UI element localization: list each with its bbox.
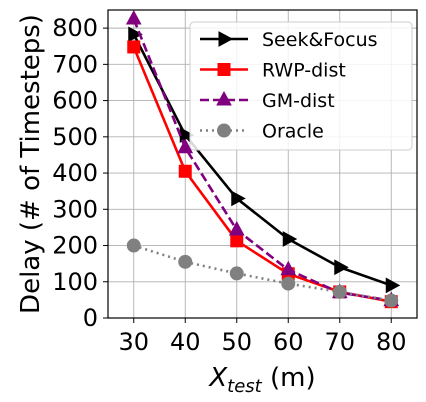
series-lines — [125, 10, 401, 309]
data-point-seek-focus — [128, 26, 143, 43]
data-point-oracle — [229, 266, 244, 281]
series-line-oracle — [133, 244, 392, 302]
x-tick-label: 60 — [273, 328, 304, 356]
legend-marker — [217, 63, 231, 76]
x-axis-label-subscript: test — [227, 376, 263, 397]
series-line-gm-dist — [132, 18, 392, 302]
data-point-gm-dist — [125, 10, 142, 25]
data-point-oracle — [384, 293, 399, 308]
y-tick-label: 700 — [52, 50, 98, 78]
data-point-gm-dist — [177, 138, 194, 154]
data-point-rwp-dist — [178, 164, 192, 178]
data-point-oracle — [332, 284, 347, 299]
data-point-seek-focus — [334, 259, 349, 276]
y-tick-label: 0 — [83, 304, 98, 332]
x-axis-label: Xtest (m) — [207, 363, 315, 397]
legend-item-rwp-dist: RWP-dist — [200, 60, 346, 82]
legend-label: Oracle — [262, 121, 324, 143]
legend-item-gm-dist: GM-dist — [200, 90, 335, 112]
y-tick-label: 100 — [52, 268, 98, 296]
data-point-rwp-dist — [230, 234, 244, 248]
series-line-seek-focus — [132, 33, 392, 287]
y-tick-label: 300 — [52, 195, 98, 223]
y-axis-label: Delay (# of Timesteps) — [16, 14, 46, 314]
x-axis-label-main: X — [207, 363, 228, 393]
x-tick-label: 70 — [324, 328, 355, 356]
y-tick-label: 400 — [52, 159, 98, 187]
data-point-gm-dist — [280, 260, 297, 276]
data-point-seek-focus — [282, 231, 298, 247]
data-point-oracle — [126, 238, 141, 253]
legend: Seek&Focus RWP-dist GM-dist Oracle — [189, 21, 413, 151]
y-tick-label: 200 — [52, 232, 98, 260]
legend-marker — [217, 123, 231, 138]
legend-box — [189, 21, 413, 151]
data-point-gm-dist — [228, 220, 245, 236]
y-tick-label: 800 — [52, 14, 98, 42]
x-axis-label-unit: (m) — [262, 363, 316, 393]
plot-frame — [107, 9, 418, 319]
series-oracle — [126, 238, 399, 308]
legend-marker — [218, 31, 234, 47]
legend-item-oracle: Oracle — [200, 121, 324, 143]
legend-label: RWP-dist — [262, 60, 346, 82]
x-tick-label: 30 — [118, 328, 149, 356]
data-point-seek-focus — [231, 190, 246, 207]
legend-label: GM-dist — [262, 90, 335, 112]
data-point-oracle — [281, 276, 296, 291]
series-seek-focus — [128, 26, 401, 294]
data-point-seek-focus — [385, 277, 401, 294]
x-tick-label: 40 — [170, 328, 201, 356]
legend-label: Seek&Focus — [262, 29, 378, 51]
y-tick-label: 600 — [52, 87, 98, 115]
data-point-rwp-dist — [127, 40, 141, 54]
y-tick-label: 500 — [52, 123, 98, 151]
data-point-oracle — [178, 254, 193, 269]
legend-item-seek-focus: Seek&Focus — [200, 29, 378, 51]
legend-marker — [216, 90, 232, 106]
x-tick-label: 80 — [376, 328, 407, 356]
x-tick-label: 50 — [221, 328, 252, 356]
